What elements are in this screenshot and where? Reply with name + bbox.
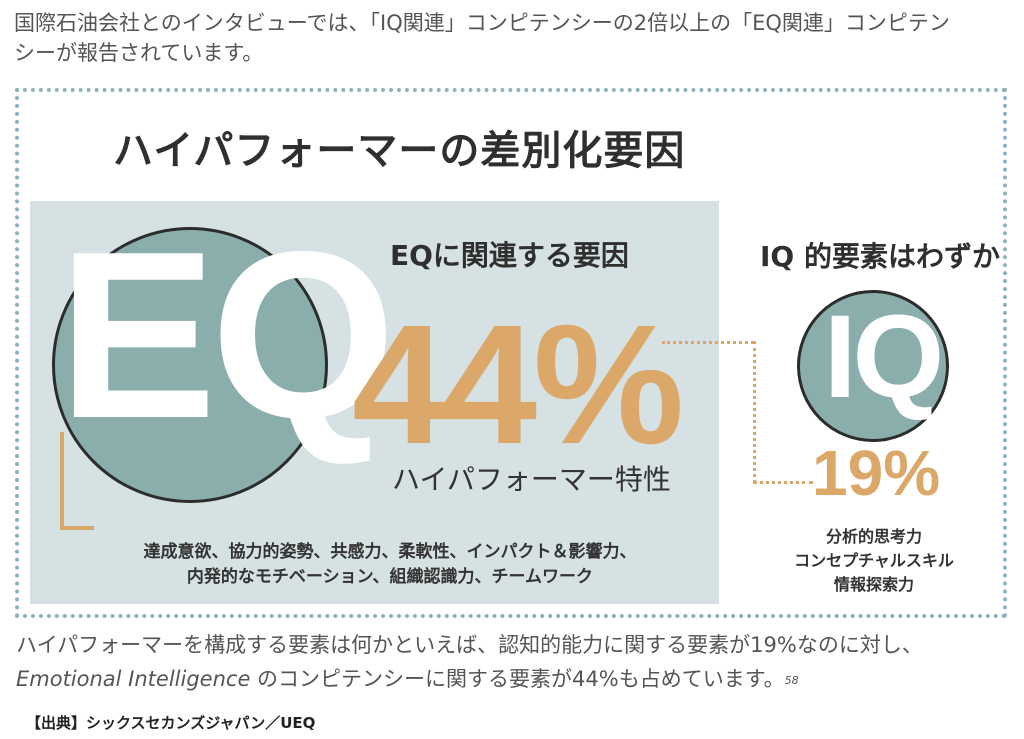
eq-factors-line-1: 達成意欲、協力的姿勢、共感力、柔軟性、インパクト＆影響力、 (143, 542, 637, 562)
source-credit: 【出典】シックスセカンズジャパン／UEQ (26, 714, 316, 732)
iq-percent: 19% (812, 437, 941, 509)
infographic-dotted-frame (15, 88, 1007, 618)
connector-dotted-horizontal-lower (753, 481, 813, 484)
eq-factors-line-2: 内発的なモチベーション、組織認識力、チームワーク (186, 567, 594, 587)
body-line-1: ハイパフォーマーを構成する要素は何かといえば、認知的能力に関する要素が19%なの… (16, 633, 923, 657)
iq-letters: IQ (823, 291, 945, 423)
iq-circle (797, 290, 949, 442)
eq-subtitle: ハイパフォーマー特性 (392, 463, 671, 496)
body-line-2: Emotional Intelligence のコンピテンシーに関する要素が44… (16, 662, 1016, 696)
connector-dotted-vertical (753, 341, 756, 483)
eq-factors: 達成意欲、協力的姿勢、共感力、柔軟性、インパクト＆影響力、 内発的なモチベーショ… (60, 540, 720, 590)
connector-dotted-horizontal (662, 341, 754, 344)
intro-line-2: シーが報告されています。 (14, 41, 264, 65)
eq-corner-bracket (60, 432, 94, 530)
eq-letters: EQ (58, 203, 396, 468)
intro-paragraph: 国際石油会社とのインタビューでは、「IQ関連」コンピテンシーの2倍以上の「EQ関… (14, 8, 1014, 68)
iq-factor-3: 情報探索力 (833, 575, 914, 594)
iq-factor-1: 分析的思考力 (825, 527, 922, 546)
iq-factors: 分析的思考力 コンセプチャルスキル 情報探索力 (778, 525, 970, 597)
eq-heading: EQに関連する要因 (390, 239, 629, 272)
body-paragraph: ハイパフォーマーを構成する要素は何かといえば、認知的能力に関する要素が19%なの… (16, 628, 1016, 696)
body-line-2-rest: のコンピテンシーに関する要素が44%も占めています。 (250, 667, 785, 691)
intro-line-1: 国際石油会社とのインタビューでは、「IQ関連」コンピテンシーの2倍以上の「EQ関… (14, 11, 950, 35)
iq-heading: IQ 的要素はわずか (760, 240, 1000, 273)
footnote-ref: 58 (784, 674, 799, 687)
infographic-title: ハイパフォーマーの差別化要因 (113, 128, 686, 174)
iq-factor-2: コンセプチャルスキル (794, 551, 954, 570)
body-italic-term: Emotional Intelligence (16, 667, 251, 691)
eq-percent: 44% (352, 290, 684, 480)
eq-circle (52, 227, 328, 503)
